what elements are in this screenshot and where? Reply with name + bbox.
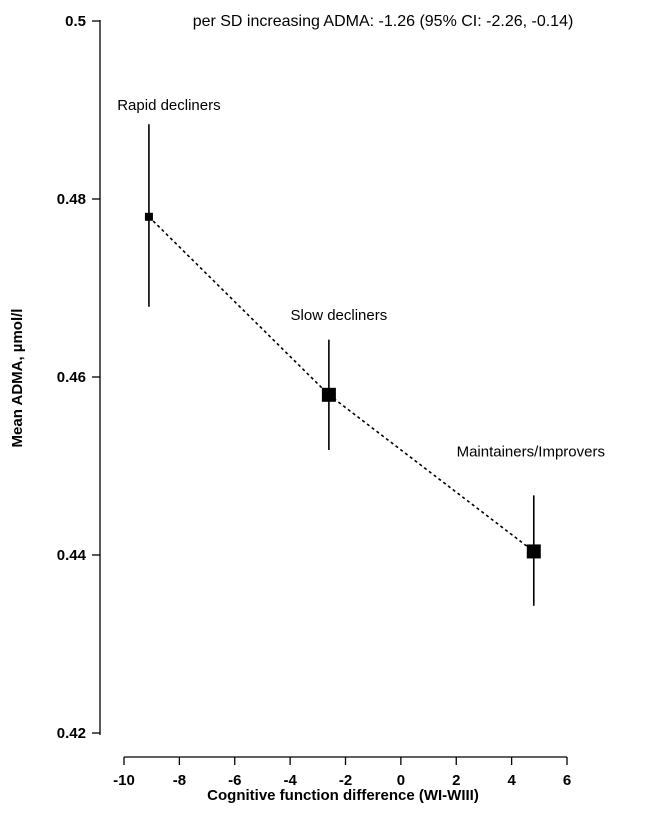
data-point-label: Slow decliners [291, 307, 388, 324]
y-tick-label: 0.5 [65, 13, 86, 30]
data-point-label: Rapid decliners [117, 97, 220, 114]
series: Rapid decliners Slow decliners Maintainers… [117, 97, 605, 606]
connector-line [328, 394, 535, 553]
x-tick-label: 4 [507, 772, 516, 789]
y-ticks: 0.42 0.44 0.46 0.48 0.5 [57, 13, 100, 742]
y-axis-title: Mean ADMA, µmol/l [9, 309, 26, 448]
connector-line [148, 216, 330, 396]
x-tick-label: -6 [228, 772, 241, 789]
data-point-marker [321, 387, 336, 402]
x-ticks: -10 -8 -6 -4 -2 0 2 4 6 [113, 757, 571, 789]
x-tick-label: 2 [452, 772, 460, 789]
data-point-marker [144, 212, 153, 221]
data-point-label: Maintainers/Improvers [457, 443, 605, 460]
y-tick-label: 0.44 [57, 547, 87, 564]
y-tick-label: 0.48 [57, 191, 86, 208]
x-axis-title: Cognitive function difference (WI-WIII) [207, 787, 479, 804]
data-point-marker [526, 544, 541, 559]
x-tick-label: -4 [283, 772, 297, 789]
x-tick-label: -8 [173, 772, 186, 789]
x-tick-label: -10 [113, 772, 135, 789]
x-tick-label: 6 [563, 772, 571, 789]
x-tick-label: 0 [397, 772, 405, 789]
chart-annotation: per SD increasing ADMA: -1.26 (95% CI: -… [193, 13, 574, 30]
x-tick-label: -2 [339, 772, 352, 789]
y-tick-label: 0.46 [57, 369, 86, 386]
y-tick-label: 0.42 [57, 725, 86, 742]
plot-area: 0.42 0.44 0.46 0.48 0.5 -10 -8 -6 -4 -2 0 2 4 6 Rapi… [57, 13, 605, 789]
